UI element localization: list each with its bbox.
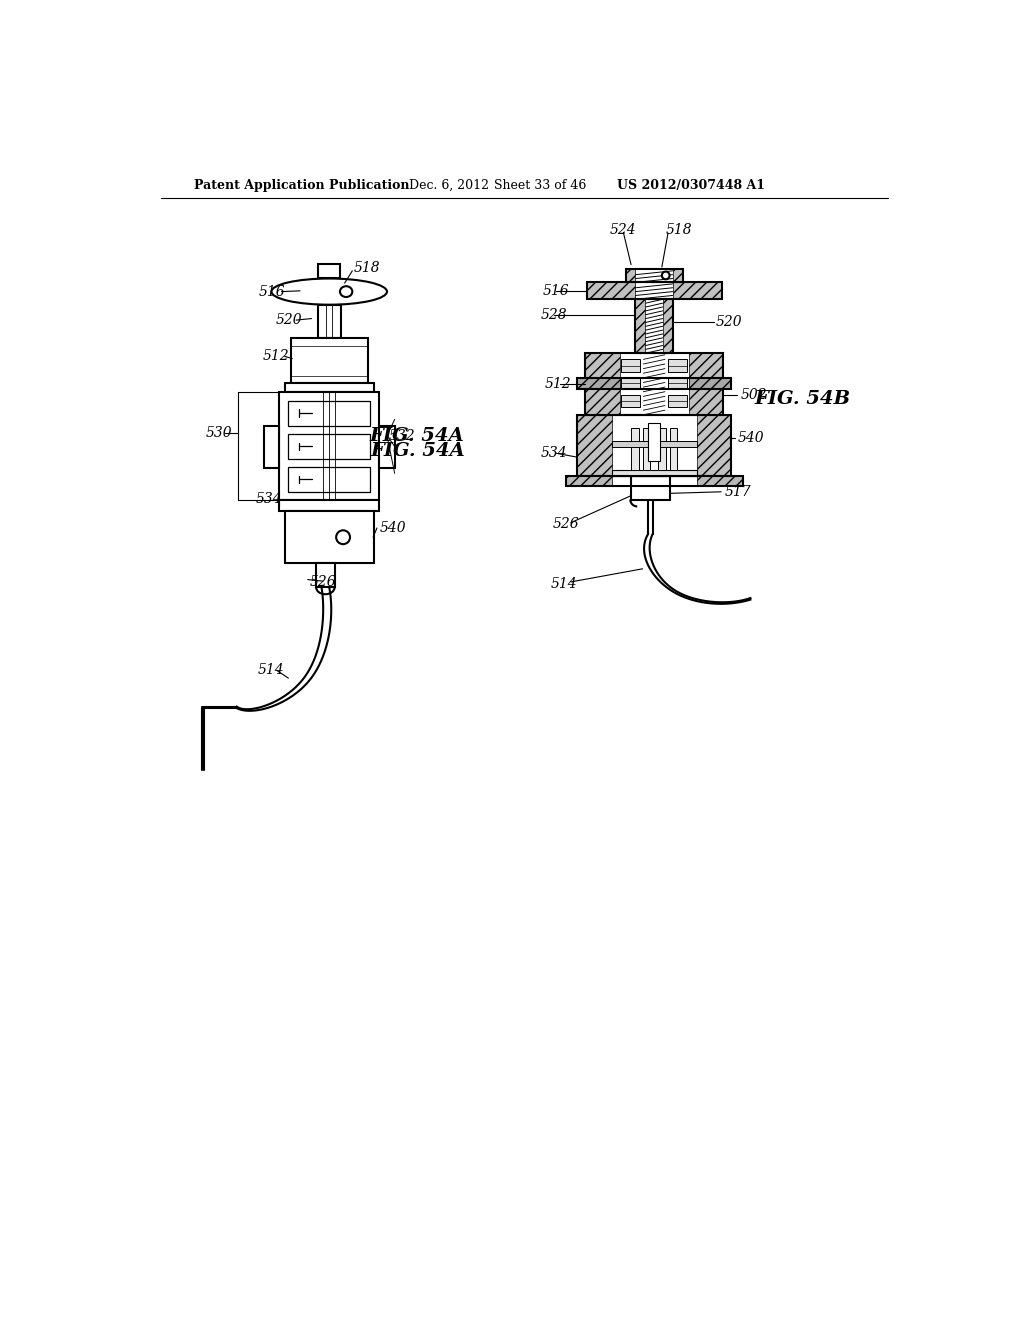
- Bar: [578, 378, 731, 389]
- Bar: [621, 395, 640, 407]
- Bar: [611, 470, 696, 477]
- Bar: [289, 467, 370, 492]
- Text: 514: 514: [550, 577, 577, 591]
- Bar: [289, 434, 370, 459]
- Bar: [621, 359, 640, 372]
- Bar: [316, 562, 335, 587]
- Text: Sheet 33 of 46: Sheet 33 of 46: [494, 178, 587, 191]
- Text: 520: 520: [716, 315, 742, 330]
- Text: 524: 524: [609, 223, 636, 238]
- Bar: [317, 305, 341, 338]
- Bar: [565, 477, 611, 486]
- Bar: [286, 383, 374, 392]
- Text: 534: 534: [255, 492, 282, 506]
- Bar: [635, 300, 674, 354]
- Bar: [658, 428, 666, 470]
- Text: 526: 526: [553, 517, 580, 531]
- Bar: [611, 441, 696, 447]
- Text: 516: 516: [543, 284, 569, 298]
- Bar: [643, 428, 650, 470]
- Bar: [318, 264, 340, 277]
- Text: 532: 532: [388, 429, 415, 442]
- Bar: [631, 428, 639, 470]
- Ellipse shape: [662, 272, 670, 280]
- Bar: [578, 414, 611, 477]
- Text: 526: 526: [309, 576, 336, 589]
- Bar: [635, 300, 645, 354]
- Ellipse shape: [340, 286, 352, 297]
- Bar: [621, 378, 640, 389]
- Bar: [578, 414, 731, 477]
- Text: 517: 517: [725, 484, 752, 499]
- Bar: [578, 378, 620, 389]
- Text: FIG. 54A: FIG. 54A: [371, 442, 466, 459]
- Bar: [280, 500, 379, 511]
- Bar: [689, 378, 731, 389]
- Text: US 2012/0307448 A1: US 2012/0307448 A1: [617, 178, 765, 191]
- Bar: [626, 268, 683, 282]
- Bar: [670, 428, 677, 470]
- Text: Patent Application Publication: Patent Application Publication: [194, 178, 410, 191]
- Bar: [668, 395, 687, 407]
- Bar: [585, 354, 620, 414]
- Bar: [626, 268, 635, 282]
- Ellipse shape: [271, 279, 387, 305]
- Bar: [668, 359, 687, 372]
- Bar: [689, 354, 724, 414]
- Bar: [674, 282, 721, 300]
- Text: 540: 540: [737, 430, 764, 445]
- Text: Dec. 6, 2012: Dec. 6, 2012: [410, 178, 489, 191]
- Text: 518: 518: [666, 223, 692, 238]
- Text: 512: 512: [263, 350, 290, 363]
- Bar: [291, 338, 368, 383]
- Bar: [696, 414, 731, 477]
- Text: 520: 520: [275, 313, 302, 327]
- Bar: [585, 354, 724, 414]
- Text: 512: 512: [545, 378, 571, 391]
- Text: 534: 534: [541, 446, 567, 461]
- Text: 516: 516: [258, 285, 285, 298]
- Bar: [587, 282, 635, 300]
- Text: FIG. 54B: FIG. 54B: [755, 391, 850, 408]
- Bar: [379, 425, 394, 469]
- Bar: [696, 477, 742, 486]
- Bar: [587, 282, 722, 300]
- Text: 540: 540: [379, 521, 406, 535]
- Bar: [264, 425, 280, 469]
- Bar: [664, 300, 674, 354]
- Text: 514: 514: [258, 664, 285, 677]
- Bar: [648, 422, 660, 461]
- Bar: [280, 392, 379, 500]
- Bar: [674, 268, 683, 282]
- Text: 530: 530: [206, 425, 232, 440]
- Text: 528: 528: [541, 308, 567, 322]
- Bar: [286, 511, 374, 562]
- Text: 502: 502: [740, 388, 767, 401]
- Bar: [289, 401, 370, 425]
- Bar: [631, 477, 670, 499]
- Text: FIG. 54A: FIG. 54A: [370, 426, 464, 445]
- Bar: [565, 477, 742, 486]
- Ellipse shape: [336, 531, 350, 544]
- Bar: [668, 378, 687, 389]
- Text: 518: 518: [354, 261, 381, 275]
